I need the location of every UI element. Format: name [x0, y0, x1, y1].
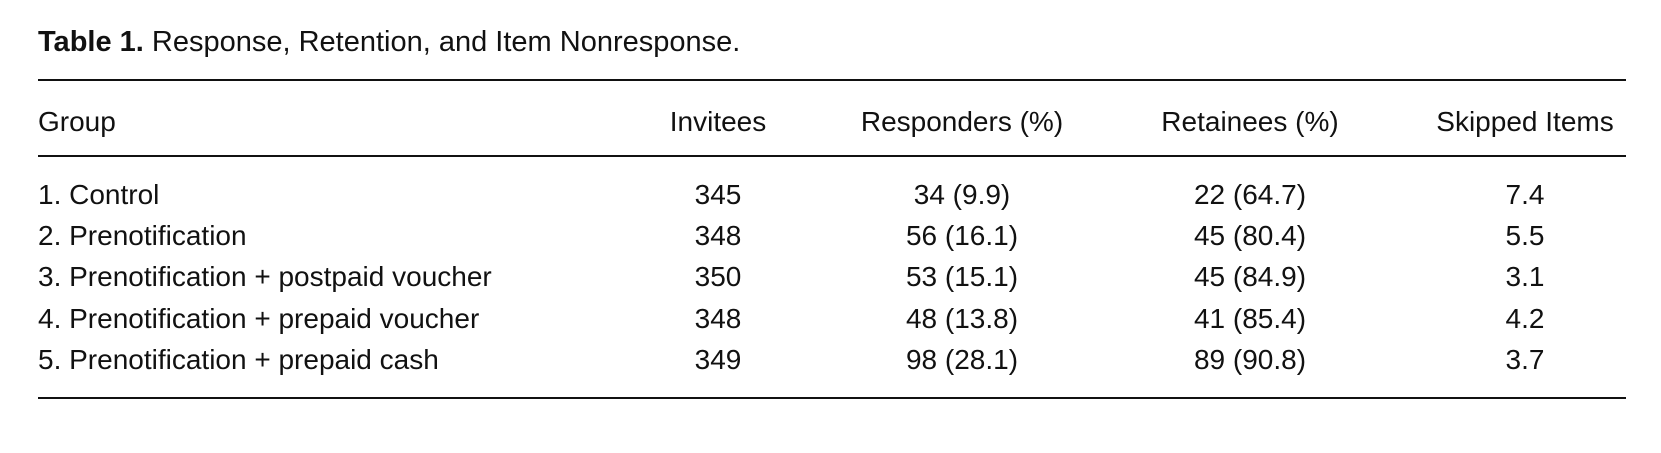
- cell-skipped-items: 4.2: [1505, 303, 1545, 334]
- cell-skipped-items: 3.1: [1505, 261, 1545, 292]
- cell-responders: 34 (9.9): [913, 179, 1011, 210]
- cell-invitees: 348: [694, 303, 742, 334]
- cell-group: 3. Prenotification + postpaid voucher: [38, 261, 492, 292]
- cell-retainees: 45 (84.9): [1193, 261, 1307, 292]
- column-header-group: Group: [38, 106, 116, 137]
- cell-group: 5. Prenotification + prepaid cash: [38, 344, 439, 375]
- table-title: Response, Retention, and Item Nonrespons…: [151, 26, 741, 58]
- header-rule: [38, 155, 1626, 157]
- column-header-retainees: Retainees (%): [1161, 106, 1339, 137]
- cell-group: 1. Control: [38, 179, 160, 210]
- cell-retainees: 41 (85.4): [1193, 303, 1307, 334]
- cell-retainees: 22 (64.7): [1193, 179, 1307, 210]
- top-rule: [38, 79, 1626, 81]
- cell-invitees: 349: [694, 344, 742, 375]
- cell-group: 2. Prenotification: [38, 220, 247, 251]
- cell-group: 4. Prenotification + prepaid voucher: [38, 303, 480, 334]
- cell-responders: 53 (15.1): [905, 261, 1019, 292]
- cell-invitees: 345: [694, 179, 742, 210]
- table-label: Table 1.: [38, 26, 144, 58]
- cell-skipped-items: 3.7: [1505, 344, 1545, 375]
- cell-responders: 98 (28.1): [905, 344, 1019, 375]
- cell-skipped-items: 7.4: [1505, 179, 1545, 210]
- cell-retainees: 45 (80.4): [1193, 220, 1307, 251]
- cell-invitees: 348: [694, 220, 742, 251]
- column-header-skipped-items: Skipped Items: [1436, 106, 1614, 137]
- cell-responders: 56 (16.1): [905, 220, 1019, 251]
- column-header-invitees: Invitees: [669, 106, 767, 137]
- cell-responders: 48 (13.8): [905, 303, 1019, 334]
- bottom-rule: [38, 397, 1626, 399]
- cell-invitees: 350: [694, 261, 742, 292]
- cell-retainees: 89 (90.8): [1193, 344, 1307, 375]
- table-caption: Table 1. Response, Retention, and Item N…: [38, 26, 740, 59]
- cell-skipped-items: 5.5: [1505, 220, 1545, 251]
- column-header-responders: Responders (%): [860, 106, 1064, 137]
